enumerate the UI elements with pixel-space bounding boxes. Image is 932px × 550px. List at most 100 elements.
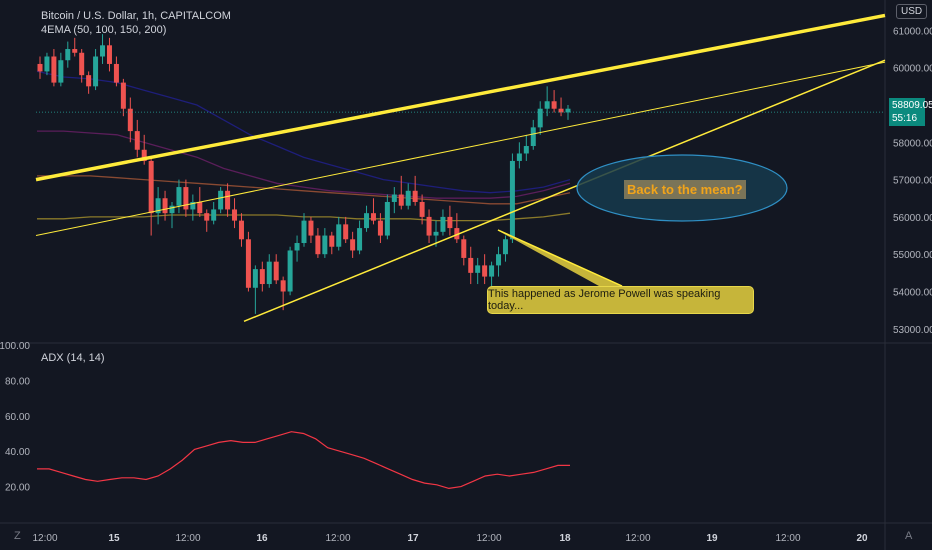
candle-body <box>523 146 529 154</box>
candle-body <box>301 220 307 244</box>
price-tick-label: 53000.00 <box>893 325 932 336</box>
candle-body <box>273 261 279 281</box>
adx-line <box>37 431 570 490</box>
candle-body <box>516 153 522 161</box>
candle-body <box>113 63 119 83</box>
candle-body <box>79 52 85 76</box>
candle-body <box>134 131 140 150</box>
auto-scale-button[interactable]: A <box>905 530 913 542</box>
price-tag: 58809.05 55:16 <box>889 98 932 126</box>
candle-body <box>259 269 265 285</box>
candle-body <box>461 239 467 258</box>
time-tick-label: 17 <box>407 533 419 544</box>
candle-body <box>482 265 488 277</box>
candle-body <box>343 224 349 240</box>
time-tick-label: 19 <box>706 533 718 544</box>
price-tick-label: 60000.00 <box>893 64 932 75</box>
candle-body <box>141 149 147 161</box>
time-tick-label: 20 <box>856 533 868 544</box>
candle-body <box>106 45 112 64</box>
candle-body <box>218 190 224 210</box>
last-price: 58809.05 <box>892 100 932 111</box>
candle-body <box>93 56 99 87</box>
candle-body <box>454 228 460 240</box>
candle-body <box>509 160 515 240</box>
price-tick-label: 61000.00 <box>893 26 932 37</box>
candle-body <box>468 257 474 273</box>
time-tick-label: 12:00 <box>625 533 650 544</box>
candle-body <box>100 45 106 57</box>
mean-question-label[interactable]: Back to the mean? <box>624 180 746 199</box>
candle-body <box>405 190 411 206</box>
candle-body <box>315 235 321 255</box>
adx-tick-label: 60.00 <box>5 412 30 423</box>
candle-body <box>44 56 50 72</box>
price-tick-label: 55000.00 <box>893 250 932 261</box>
price-tick-label: 56000.00 <box>893 213 932 224</box>
candle-body <box>357 228 363 251</box>
candle-body <box>377 220 383 236</box>
ema-line-ema150 <box>37 175 571 205</box>
candle-body <box>280 280 286 292</box>
zoom-reset-icon[interactable]: Z <box>14 530 21 542</box>
candle-body <box>232 209 238 221</box>
candle-body <box>127 108 133 132</box>
candle-body <box>412 190 418 202</box>
time-tick-label: 12:00 <box>325 533 350 544</box>
candle-body <box>294 243 300 251</box>
candle-body <box>58 60 64 83</box>
candle-body <box>496 254 502 266</box>
candle-body <box>176 187 182 206</box>
candle-body <box>565 108 571 113</box>
powell-callout[interactable]: This happened as Jerome Powell was speak… <box>487 286 754 314</box>
candle-body <box>530 127 536 147</box>
adx-tick-label: 40.00 <box>5 447 30 458</box>
candle-body <box>426 216 432 236</box>
callout-pointer-line <box>497 229 623 287</box>
bar-countdown: 55:16 <box>892 113 918 124</box>
candle-body <box>204 213 210 221</box>
candle-body <box>364 213 370 229</box>
indicator-label[interactable]: 4EMA (50, 100, 150, 200) <box>41 24 167 36</box>
price-tick-label: 58000.00 <box>893 138 932 149</box>
currency-button[interactable]: USD <box>896 4 928 19</box>
candle-body <box>419 201 425 217</box>
trendline-channel-upper <box>35 61 886 237</box>
ema-line-ema50 <box>36 70 571 194</box>
time-tick-label: 12:00 <box>476 533 501 544</box>
candle-body <box>336 224 342 247</box>
time-tick-label: 12:00 <box>775 533 800 544</box>
adx-title[interactable]: ADX (14, 14) <box>41 352 105 364</box>
candle-body <box>148 160 154 214</box>
candle-body <box>551 101 557 109</box>
candle-body <box>350 239 356 251</box>
candle-body <box>162 198 168 214</box>
candle-body <box>440 216 446 232</box>
candle-body <box>72 49 78 53</box>
candle-body <box>266 261 272 285</box>
candle-body <box>252 269 258 288</box>
candle-body <box>384 201 390 236</box>
candle-body <box>502 239 508 255</box>
candle-body <box>155 198 161 214</box>
candle-body <box>489 265 495 277</box>
candle-body <box>370 213 376 221</box>
time-tick-label: 18 <box>559 533 571 544</box>
candle-body <box>120 82 126 109</box>
symbol-title[interactable]: Bitcoin / U.S. Dollar, 1h, CAPITALCOM <box>41 10 231 22</box>
adx-tick-label: 80.00 <box>5 376 30 387</box>
candle-body <box>51 56 57 83</box>
candle-body <box>211 209 217 221</box>
candle-body <box>287 250 293 292</box>
price-tick-label: 54000.00 <box>893 288 932 299</box>
candle-body <box>475 265 481 273</box>
chart-header: Bitcoin / U.S. Dollar, 1h, CAPITALCOM 4E… <box>41 9 231 37</box>
candle-body <box>225 190 231 210</box>
time-tick-label: 15 <box>108 533 120 544</box>
candle-body <box>308 220 314 236</box>
time-tick-label: 12:00 <box>175 533 200 544</box>
candle-body <box>544 101 550 109</box>
candle-body <box>391 194 397 202</box>
